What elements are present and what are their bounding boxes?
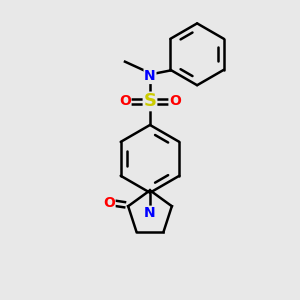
Text: O: O xyxy=(103,196,115,210)
Text: O: O xyxy=(119,94,131,108)
Text: O: O xyxy=(169,94,181,108)
Text: S: S xyxy=(143,92,157,110)
Text: N: N xyxy=(144,206,156,220)
Text: N: N xyxy=(144,69,156,83)
